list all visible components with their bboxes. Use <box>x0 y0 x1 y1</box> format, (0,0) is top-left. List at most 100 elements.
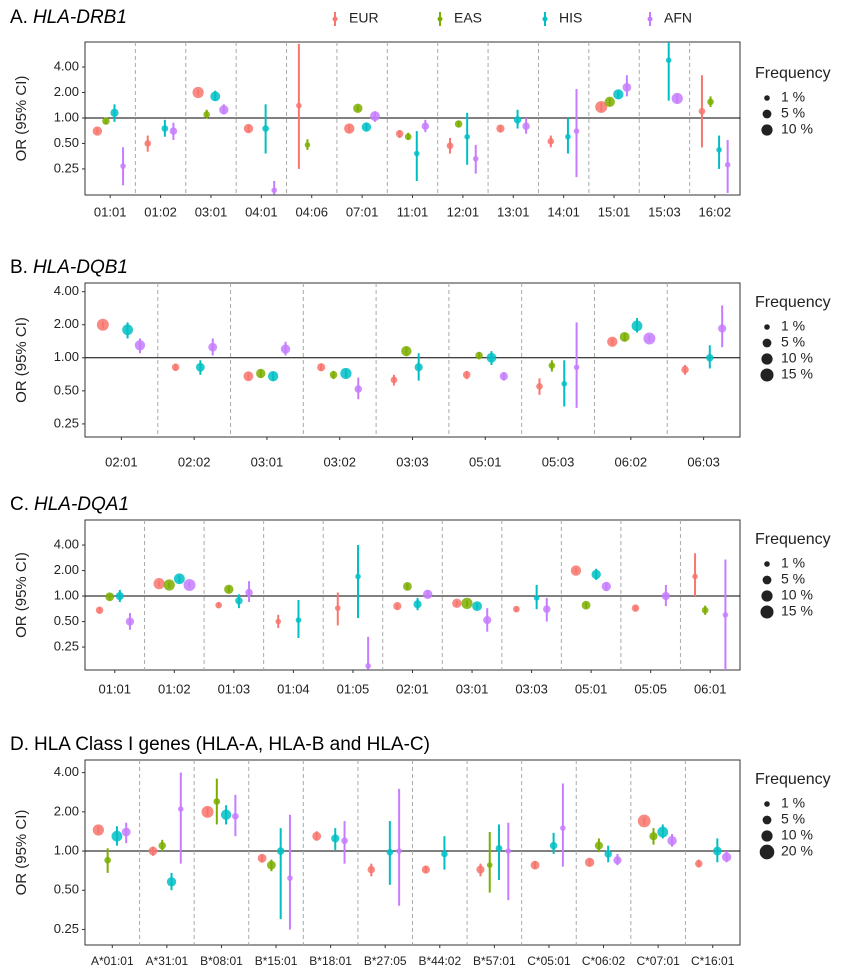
size-legend-title: Frequency <box>755 65 831 82</box>
size-legend-key <box>762 109 772 119</box>
y-tick-label: 2.00 <box>54 562 79 577</box>
or-point <box>163 579 175 591</box>
or-point <box>462 371 471 379</box>
or-point <box>421 122 430 130</box>
or-point <box>701 606 709 614</box>
y-tick-label: 0.25 <box>54 921 79 936</box>
size-legend-label: 1 % <box>781 555 805 571</box>
panel-title: A. HLA-DRB1 <box>10 7 127 28</box>
or-point <box>331 834 340 843</box>
plot-frame <box>84 41 741 196</box>
or-point <box>403 581 412 591</box>
or-point <box>115 591 124 601</box>
or-point <box>104 856 111 864</box>
y-tick-label: 0.50 <box>54 382 79 397</box>
or-point <box>173 573 185 585</box>
or-point <box>446 142 454 150</box>
or-point <box>622 82 632 92</box>
or-point <box>341 837 348 845</box>
x-tick-label: 02:02 <box>178 454 211 469</box>
x-tick-label: 03:01 <box>456 681 489 696</box>
or-point <box>304 142 311 148</box>
or-point <box>573 364 580 371</box>
or-point <box>96 318 109 331</box>
panel-name: HLA-DQB1 <box>33 257 128 278</box>
panel-title: B. HLA-DQB1 <box>10 257 128 278</box>
or-point <box>355 573 361 580</box>
or-point <box>472 155 479 162</box>
or-point <box>613 89 624 100</box>
x-tick-label: 06:01 <box>694 681 727 696</box>
or-point <box>452 598 462 609</box>
or-point <box>547 137 555 145</box>
y-tick-label: 1.00 <box>54 587 79 602</box>
or-point <box>661 591 670 601</box>
size-legend-key <box>764 561 770 567</box>
or-point <box>158 841 166 850</box>
or-point <box>533 595 540 601</box>
or-point <box>92 824 104 836</box>
legend-key-dot <box>332 16 338 22</box>
x-tick-label: 03:01 <box>195 204 228 219</box>
or-point <box>276 847 285 855</box>
y-tick-label: 1.00 <box>54 109 79 124</box>
y-tick-label: 4.00 <box>54 283 79 298</box>
or-point <box>271 187 277 194</box>
or-point <box>125 617 135 626</box>
y-tick-label: 0.25 <box>54 638 79 653</box>
or-point <box>695 859 703 868</box>
x-tick-label: 03:03 <box>515 681 548 696</box>
legend-label: AFN <box>664 10 692 26</box>
or-point <box>219 105 229 115</box>
x-tick-label: 16:02 <box>699 204 732 219</box>
or-point <box>560 825 566 831</box>
x-tick-label: 06:03 <box>687 454 720 469</box>
or-point <box>486 352 497 363</box>
or-point <box>340 367 352 380</box>
or-point <box>203 111 211 118</box>
or-point <box>275 618 282 625</box>
or-point <box>102 117 110 125</box>
or-point <box>581 600 591 610</box>
size-legend-key <box>762 815 772 825</box>
or-point <box>718 324 727 333</box>
or-point <box>565 133 571 140</box>
size-legend-key <box>762 575 772 585</box>
x-tick-label: 03:01 <box>251 454 284 469</box>
or-point <box>724 161 731 168</box>
x-tick-label: 06:02 <box>615 454 648 469</box>
or-point <box>266 860 276 870</box>
x-tick-label: 05:05 <box>634 681 667 696</box>
or-point <box>105 592 115 602</box>
size-legend-label: 15 % <box>781 366 813 382</box>
size-legend-label: 1 % <box>781 318 805 334</box>
or-point <box>192 86 204 99</box>
or-point <box>287 875 293 881</box>
or-point <box>386 848 394 856</box>
or-point <box>649 832 658 841</box>
or-point <box>706 354 714 362</box>
or-point <box>232 812 239 820</box>
or-point <box>721 852 732 862</box>
or-point <box>354 385 363 393</box>
x-tick-label: 14:01 <box>547 204 580 219</box>
x-tick-label: 03:02 <box>323 454 356 469</box>
or-point <box>161 125 169 132</box>
y-tick-label: 4.00 <box>54 536 79 551</box>
or-point <box>110 108 119 117</box>
or-point <box>631 320 643 332</box>
size-legend-key <box>760 605 774 619</box>
size-legend-key <box>762 338 772 348</box>
panel-title: C. HLA-DQA1 <box>10 494 129 515</box>
or-point <box>472 601 483 612</box>
or-point <box>613 856 622 865</box>
or-point <box>513 116 522 124</box>
or-point <box>245 588 253 597</box>
or-point <box>153 578 165 590</box>
or-point <box>267 371 279 382</box>
panel-letter: B. <box>10 257 28 278</box>
x-tick-label: 01:01 <box>94 204 127 219</box>
or-point <box>543 605 551 613</box>
or-point <box>210 91 221 102</box>
